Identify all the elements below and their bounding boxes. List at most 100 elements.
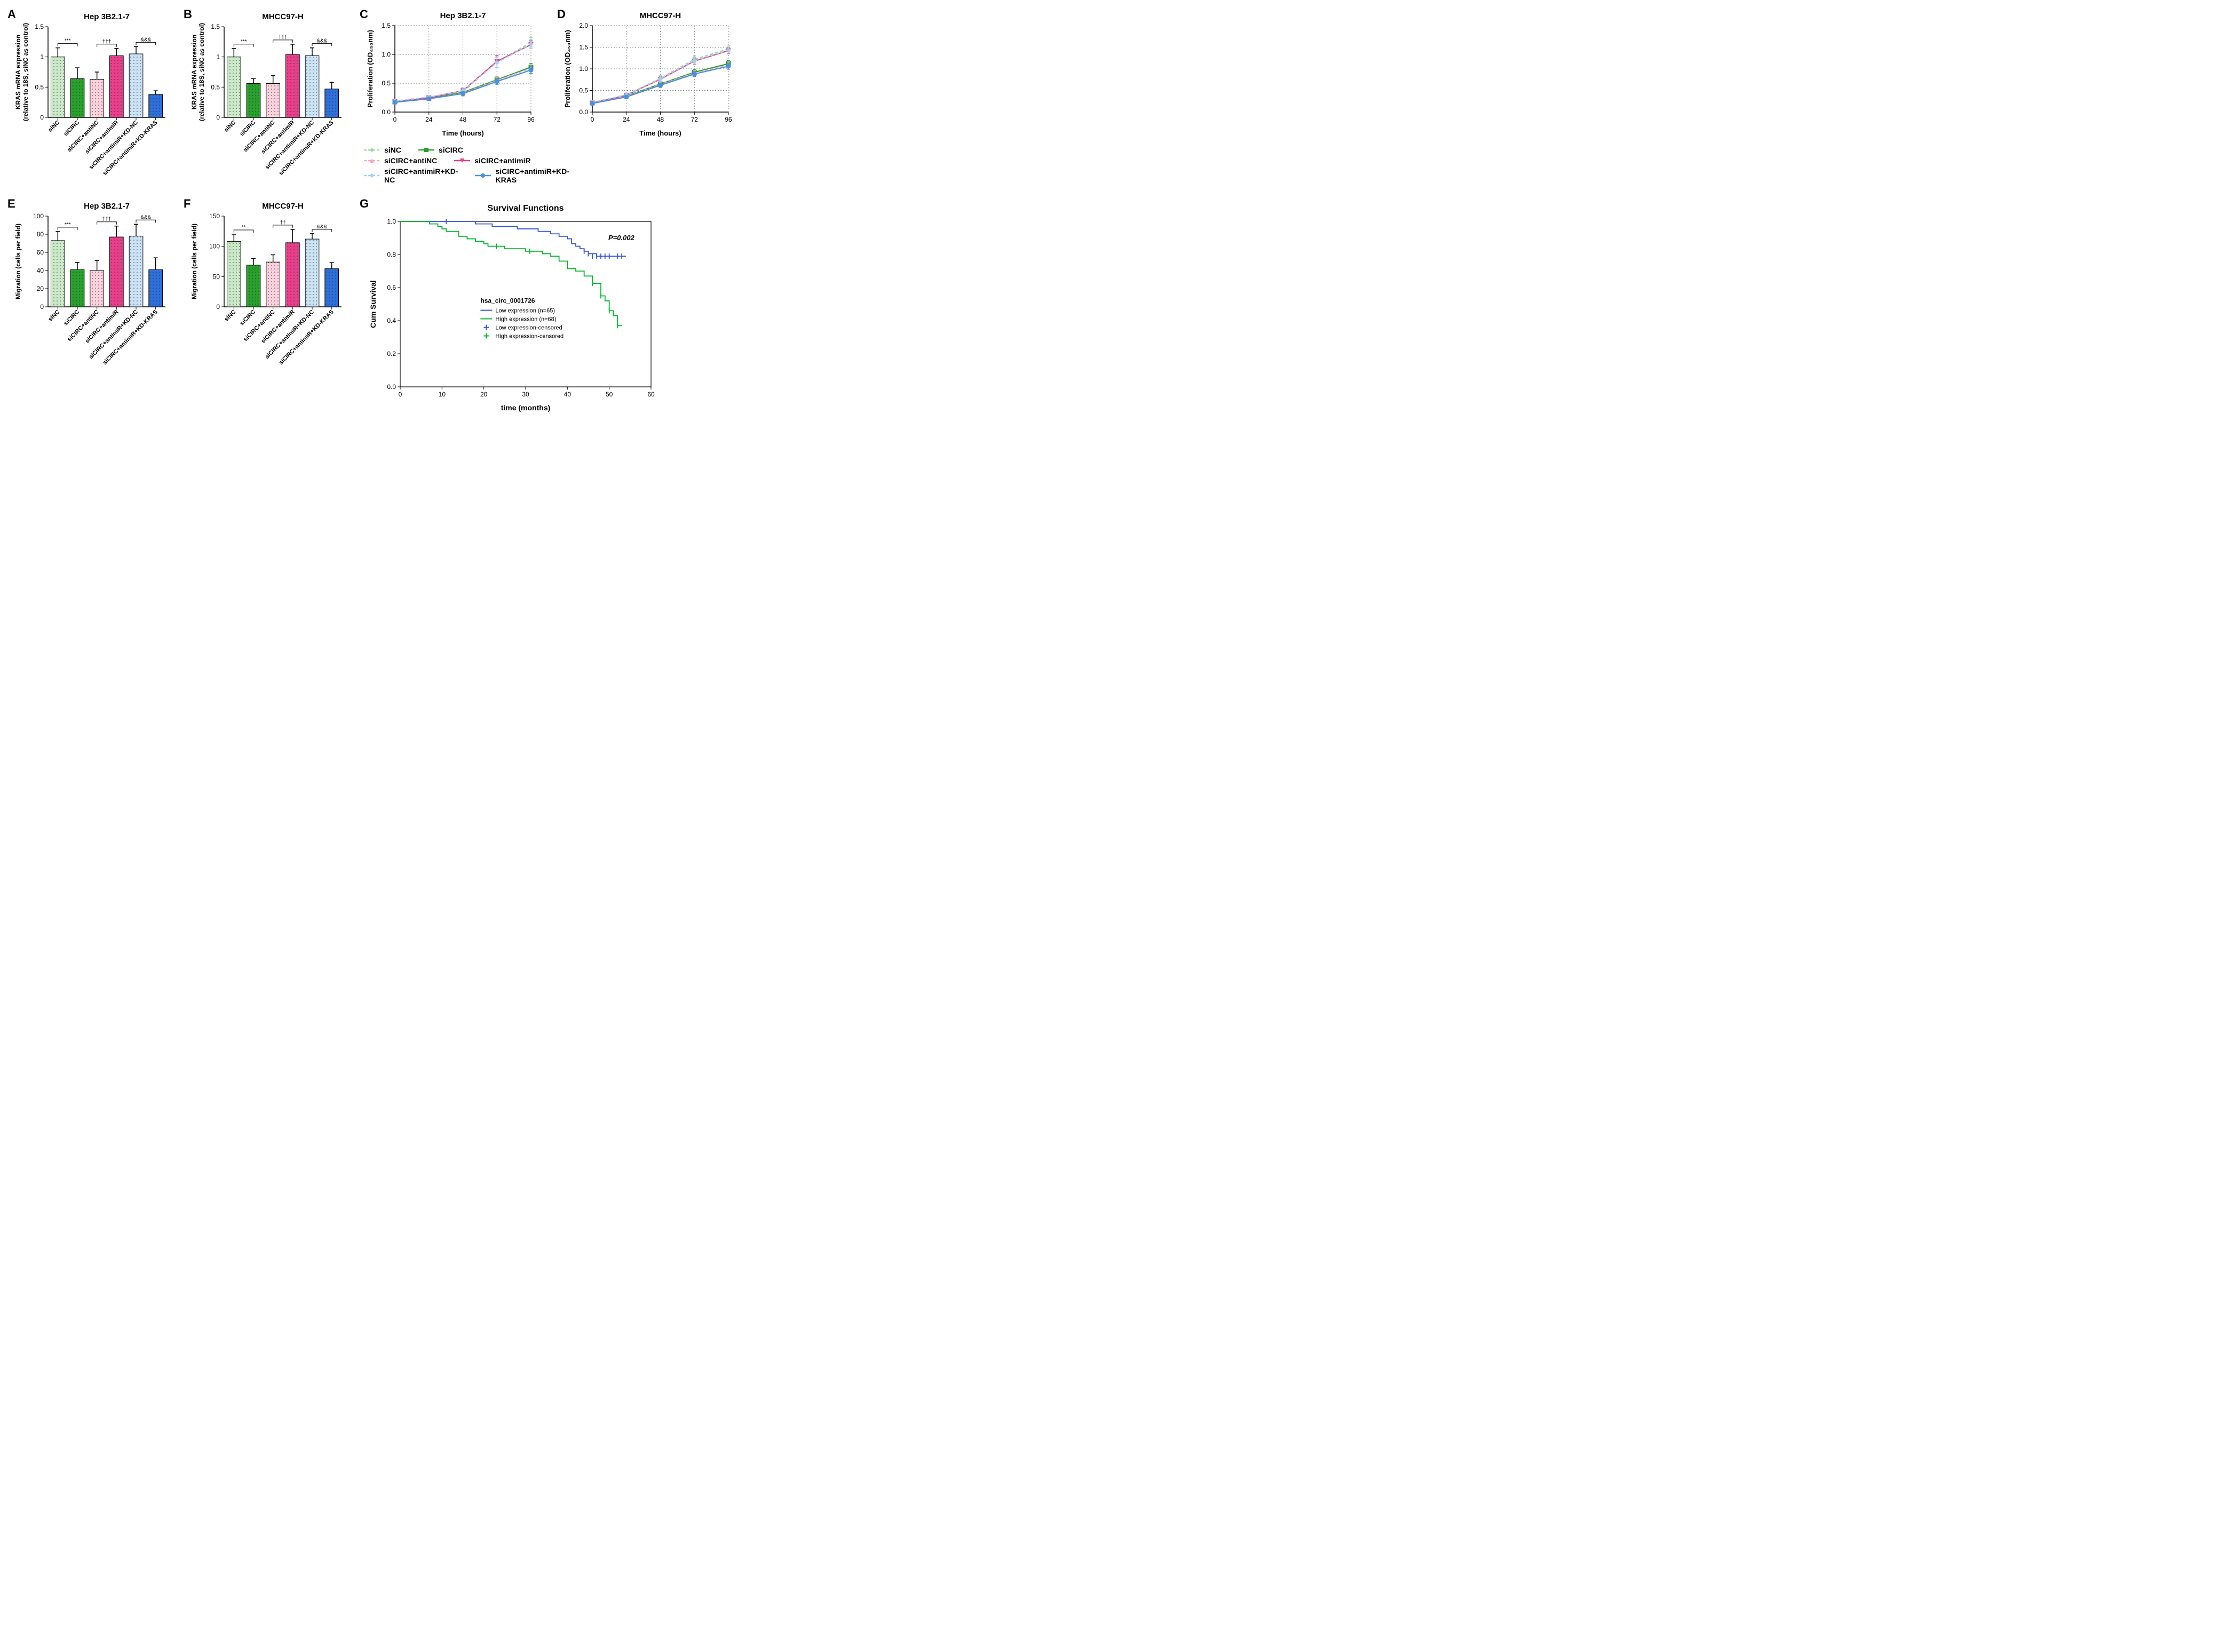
- svg-text:1.5: 1.5: [579, 44, 588, 51]
- svg-text:&&&: &&&: [140, 37, 151, 43]
- legend-item: siCIRC+antimiR: [453, 156, 530, 165]
- svg-text:96: 96: [725, 116, 732, 123]
- svg-text:0: 0: [393, 116, 397, 123]
- svg-text:Proliferation (OD₄₅₀nm): Proliferation (OD₄₅₀nm): [564, 30, 572, 108]
- svg-text:1.0: 1.0: [382, 51, 391, 58]
- svg-text:1.5: 1.5: [211, 23, 220, 30]
- svg-text:siCIRC: siCIRC: [239, 309, 257, 327]
- svg-text:2.0: 2.0: [579, 22, 588, 29]
- svg-text:1.0: 1.0: [579, 65, 588, 73]
- panel-G: GSurvival Functions0.00.20.40.60.81.0010…: [363, 200, 747, 416]
- svg-text:Low expression (n=65): Low expression (n=65): [495, 308, 555, 314]
- svg-text:40: 40: [37, 267, 44, 274]
- svg-text:Survival Functions: Survival Functions: [487, 204, 564, 213]
- svg-text:siNC: siNC: [223, 120, 237, 133]
- svg-text:Time (hours): Time (hours): [639, 129, 681, 137]
- svg-text:0: 0: [216, 303, 220, 311]
- svg-text:siCIRC+antimiR: siCIRC+antimiR: [260, 120, 296, 155]
- legend-item: siCIRC+antimiR+KD-KRAS: [474, 167, 569, 184]
- svg-text:60: 60: [647, 391, 655, 398]
- svg-text:siCIRC: siCIRC: [62, 120, 81, 138]
- panel-label-G: G: [360, 197, 369, 211]
- svg-text:Low expression-censored: Low expression-censored: [495, 325, 562, 331]
- svg-text:†††: †††: [102, 39, 112, 45]
- svg-text:***: ***: [65, 38, 71, 44]
- svg-text:&&&: &&&: [316, 38, 327, 44]
- svg-text:&&&: &&&: [140, 215, 151, 220]
- svg-text:siCIRC: siCIRC: [62, 309, 81, 327]
- panel-E: EHep 3B2.1-7020406080100Migration (cells…: [11, 200, 176, 416]
- svg-text:50: 50: [213, 273, 220, 280]
- panel-A: AHep 3B2.1-700.511.5KRAS mRNA expression…: [11, 11, 176, 184]
- svg-text:Time (hours): Time (hours): [442, 129, 484, 137]
- svg-text:siCIRC+antimiR: siCIRC+antimiR: [84, 309, 120, 345]
- legend-item: siCIRC+antimiR+KD-NC: [363, 167, 458, 184]
- svg-text:100: 100: [33, 212, 44, 220]
- svg-text:KRAS mRNA expression: KRAS mRNA expression: [191, 35, 198, 109]
- svg-text:0.5: 0.5: [35, 83, 44, 91]
- svg-text:Hep 3B2.1-7: Hep 3B2.1-7: [440, 11, 486, 20]
- legend-item: siCIRC: [417, 146, 463, 154]
- svg-text:Migration (cells per field): Migration (cells per field): [14, 224, 22, 299]
- svg-text:0.2: 0.2: [387, 350, 396, 358]
- svg-text:Cum Survival: Cum Survival: [369, 280, 377, 328]
- svg-text:&&&: &&&: [316, 224, 327, 230]
- svg-text:MHCC97-H: MHCC97-H: [262, 12, 304, 21]
- svg-text:0.5: 0.5: [382, 80, 391, 87]
- svg-text:**: **: [242, 225, 246, 231]
- panel-D: DMHCC97-H0.00.51.01.52.0024487296Prolife…: [560, 11, 747, 184]
- svg-text:24: 24: [623, 116, 630, 123]
- svg-text:0.4: 0.4: [387, 317, 396, 324]
- figure-grid: AHep 3B2.1-700.511.5KRAS mRNA expression…: [11, 11, 2219, 416]
- svg-text:0.0: 0.0: [387, 383, 396, 391]
- svg-text:96: 96: [527, 116, 535, 123]
- svg-text:KRAS mRNA expression: KRAS mRNA expression: [14, 35, 22, 109]
- svg-text:††: ††: [280, 220, 285, 226]
- svg-text:MHCC97-H: MHCC97-H: [640, 11, 681, 20]
- svg-text:0: 0: [216, 114, 220, 121]
- svg-text:72: 72: [494, 116, 501, 123]
- svg-text:1.0: 1.0: [387, 218, 396, 225]
- svg-text:siNC: siNC: [47, 120, 61, 133]
- svg-text:0: 0: [591, 116, 594, 123]
- legend-item: siNC: [363, 146, 401, 154]
- svg-text:1.5: 1.5: [35, 23, 44, 30]
- panel-C: CHep 3B2.1-70.00.51.01.5024487296Prolife…: [363, 11, 550, 184]
- svg-text:High expression-censored: High expression-censored: [495, 333, 564, 340]
- svg-text:60: 60: [37, 249, 44, 256]
- panel-B: BMHCC97-H00.511.5KRAS mRNA expression(re…: [187, 11, 352, 184]
- legend-item: siCIRC+antiNC: [363, 156, 437, 165]
- line-chart-legend: siNC siCIRC siCIRC+antiNC siCIRC+antimiR siC…: [363, 146, 550, 184]
- svg-text:siCIRC+antimiR: siCIRC+antimiR: [84, 120, 120, 155]
- svg-text:†††: †††: [279, 35, 288, 41]
- panel-label-B: B: [184, 7, 192, 21]
- svg-text:Hep 3B2.1-7: Hep 3B2.1-7: [84, 202, 130, 211]
- svg-text:Hep 3B2.1-7: Hep 3B2.1-7: [84, 12, 130, 21]
- svg-text:siCIRC: siCIRC: [239, 120, 257, 138]
- panel-label-A: A: [7, 7, 16, 21]
- svg-text:40: 40: [564, 391, 572, 398]
- svg-text:30: 30: [522, 391, 529, 398]
- svg-text:0.0: 0.0: [579, 108, 588, 116]
- svg-text:MHCC97-H: MHCC97-H: [262, 202, 304, 211]
- svg-text:Proliferation (OD₄₅₀nm): Proliferation (OD₄₅₀nm): [366, 30, 374, 108]
- svg-text:0.8: 0.8: [387, 251, 396, 258]
- svg-text:time (months): time (months): [501, 403, 551, 412]
- svg-text:0.0: 0.0: [382, 108, 391, 116]
- svg-text:(relative to 18S, siNC as cont: (relative to 18S, siNC as control): [22, 23, 29, 121]
- svg-text:150: 150: [209, 212, 220, 220]
- svg-text:48: 48: [459, 116, 467, 123]
- svg-text:High expression (n=68): High expression (n=68): [495, 316, 556, 323]
- svg-text:48: 48: [657, 116, 664, 123]
- panel-label-F: F: [184, 197, 191, 211]
- panel-F: FMHCC97-H050100150Migration (cells per f…: [187, 200, 352, 416]
- svg-text:0: 0: [40, 114, 44, 121]
- svg-text:siCIRC+antimiR: siCIRC+antimiR: [260, 309, 296, 345]
- svg-text:1.5: 1.5: [382, 22, 391, 29]
- panel-label-E: E: [7, 197, 15, 211]
- svg-text:†††: †††: [102, 217, 112, 223]
- svg-text:20: 20: [37, 285, 44, 292]
- panel-label-C: C: [360, 7, 368, 21]
- svg-text:0: 0: [40, 303, 44, 311]
- svg-text:1: 1: [216, 53, 220, 61]
